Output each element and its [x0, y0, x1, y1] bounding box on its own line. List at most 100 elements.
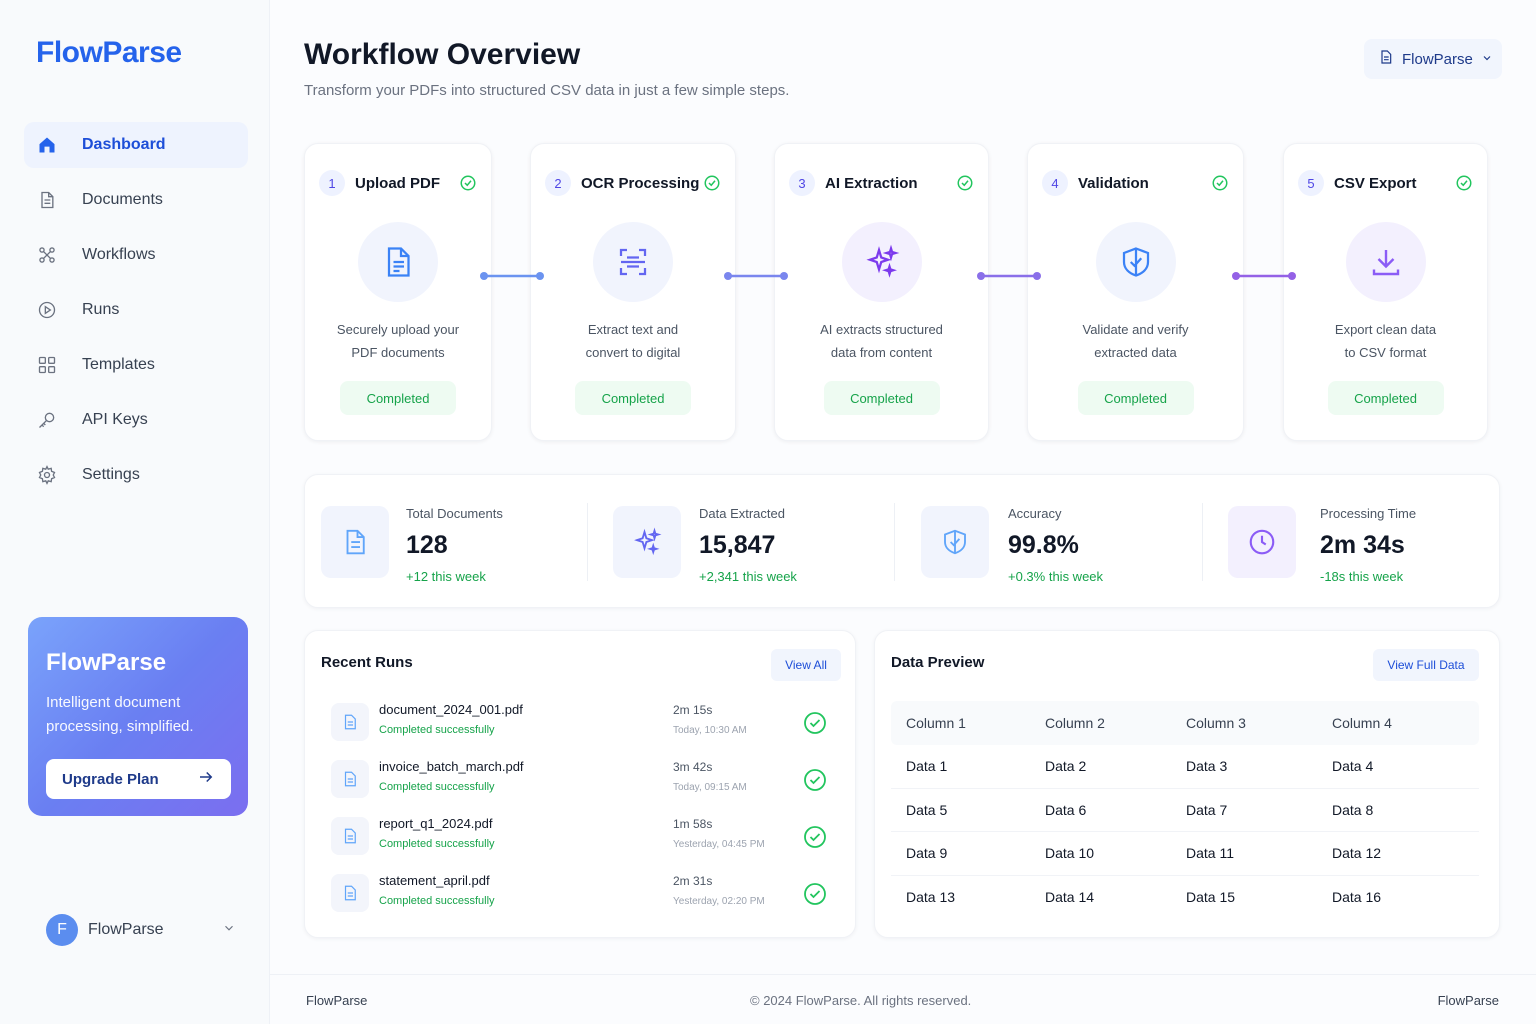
- divider: [894, 503, 895, 581]
- sidebar-item-dashboard[interactable]: Dashboard: [24, 122, 248, 168]
- step-desc-line: Securely upload your: [336, 322, 460, 337]
- document-icon: [1378, 49, 1394, 69]
- stat-data-extracted: Data Extracted 15,847 +2,341 this week: [597, 475, 893, 609]
- step-description: Export clean data to CSV format: [1294, 318, 1477, 364]
- check-circle-icon: [803, 711, 827, 735]
- list-item[interactable]: document_2024_001.pdf Completed successf…: [331, 698, 833, 748]
- user-menu[interactable]: F FlowParse: [46, 913, 236, 947]
- stat-label: Total Documents: [406, 506, 503, 521]
- step-header: 1 Upload PDF: [319, 170, 477, 196]
- column-header: Column 4: [1332, 715, 1392, 731]
- step-number: 4: [1042, 170, 1068, 196]
- user-name: FlowParse: [88, 921, 164, 938]
- stat-value: 128: [406, 531, 448, 559]
- step-header: 2 OCR Processing: [545, 170, 721, 196]
- sidebar-item-documents[interactable]: Documents: [24, 177, 248, 223]
- step-desc-line: data from content: [830, 345, 933, 360]
- step-card-upload[interactable]: 1 Upload PDF Securely upload your PDF doc…: [304, 143, 492, 441]
- stat-label: Accuracy: [1008, 506, 1062, 521]
- stat-value: 99.8%: [1008, 531, 1079, 559]
- stat-accuracy: Accuracy 99.8% +0.3% this week: [905, 475, 1201, 609]
- sidebar-item-label: Dashboard: [82, 136, 166, 153]
- page-subtitle: Transform your PDFs into structured CSV …: [304, 82, 790, 99]
- check-circle-icon: [803, 825, 827, 849]
- gear-icon: [36, 464, 58, 486]
- check-circle-icon: [1211, 174, 1229, 192]
- status-badge: Completed: [1327, 381, 1444, 415]
- sidebar-item-workflows[interactable]: Workflows: [24, 232, 248, 278]
- sidebar-item-runs[interactable]: Runs: [24, 287, 248, 333]
- step-card-csv-export[interactable]: 5 CSV Export Export clean data to CSV for…: [1283, 143, 1488, 441]
- check-circle-icon: [703, 174, 721, 192]
- run-duration: 2m 15s: [673, 703, 713, 717]
- stat-total-documents: Total Documents 128 +12 this week: [305, 475, 587, 609]
- footer-brand-right[interactable]: FlowParse: [1437, 993, 1499, 1008]
- stat-processing-time: Processing Time 2m 34s -18s this week: [1212, 475, 1501, 609]
- check-circle-icon: [459, 174, 477, 192]
- file-icon: [331, 703, 369, 741]
- list-item[interactable]: invoice_batch_march.pdf Completed succes…: [331, 755, 833, 805]
- check-circle-icon: [1455, 174, 1473, 192]
- run-timestamp: Yesterday, 02:20 PM: [673, 896, 765, 907]
- table-cell: Data 1: [906, 758, 948, 775]
- sidebar-item-settings[interactable]: Settings: [24, 452, 248, 498]
- step-number: 5: [1298, 170, 1324, 196]
- page-title: Workflow Overview: [304, 38, 581, 71]
- view-all-button[interactable]: View All: [771, 649, 841, 681]
- table-cell: Data 5: [906, 801, 948, 818]
- column-header: Column 1: [906, 715, 966, 731]
- chevron-down-icon: [1481, 51, 1493, 68]
- step-card-validation[interactable]: 4 Validation Validate and verify extracte…: [1027, 143, 1244, 441]
- run-timestamp: Today, 10:30 AM: [673, 725, 747, 736]
- sidebar: FlowParse Dashboard Documents Workflows …: [0, 0, 270, 1024]
- download-icon: [1345, 222, 1426, 302]
- sidebar-item-templates[interactable]: Templates: [24, 342, 248, 388]
- step-card-ai-extraction[interactable]: 3 AI Extraction AI extracts structured da…: [774, 143, 989, 441]
- play-circle-icon: [36, 299, 58, 321]
- step-card-ocr[interactable]: 2 OCR Processing Extract text and convert…: [530, 143, 736, 441]
- panel-title: Recent Runs: [321, 654, 413, 671]
- chevron-down-icon: [222, 921, 236, 940]
- upgrade-plan-button[interactable]: Upgrade Plan: [46, 759, 231, 799]
- footer-copyright: © 2024 FlowParse. All rights reserved.: [750, 993, 972, 1008]
- run-status: Completed successfully: [379, 838, 495, 850]
- step-desc-line: Extract text and: [587, 322, 679, 337]
- step-desc-line: extracted data: [1094, 345, 1177, 360]
- file-icon: [331, 760, 369, 798]
- stat-delta: +2,341 this week: [699, 569, 797, 584]
- table-cell: Data 10: [1045, 845, 1095, 862]
- sidebar-item-api-keys[interactable]: API Keys: [24, 397, 248, 443]
- sparkles-icon: [841, 222, 922, 302]
- view-full-data-button[interactable]: View Full Data: [1373, 649, 1479, 681]
- step-title: CSV Export: [1334, 174, 1417, 192]
- file-icon: [331, 874, 369, 912]
- clock-icon: [1228, 506, 1296, 578]
- column-header: Column 3: [1186, 715, 1246, 731]
- step-title: Upload PDF: [355, 174, 440, 192]
- step-number: 3: [789, 170, 815, 196]
- app-logo[interactable]: FlowParse: [36, 36, 182, 69]
- footer: FlowParse © 2024 FlowParse. All rights r…: [270, 974, 1536, 1024]
- step-title: OCR Processing: [581, 174, 700, 192]
- table-cell: Data 11: [1186, 845, 1234, 862]
- list-item[interactable]: statement_april.pdf Completed successful…: [331, 869, 833, 919]
- sidebar-item-label: Templates: [82, 356, 155, 373]
- document-icon: [36, 189, 58, 211]
- panel-title: Data Preview: [891, 654, 985, 671]
- data-table: Column 1 Column 2 Column 3 Column 4 Data…: [891, 701, 1479, 919]
- file-upload-icon: [358, 222, 438, 302]
- scan-icon: [593, 222, 673, 302]
- footer-brand[interactable]: FlowParse: [306, 993, 368, 1008]
- step-title: AI Extraction: [825, 174, 918, 192]
- step-header: 5 CSV Export: [1298, 170, 1473, 196]
- promo-text: Intelligent document processing, simplif…: [46, 694, 194, 735]
- home-icon: [36, 134, 58, 156]
- step-desc-line: convert to digital: [585, 345, 681, 360]
- table-row: Data 13 Data 14 Data 15 Data 16: [891, 876, 1479, 920]
- workspace-dropdown[interactable]: FlowParse: [1364, 39, 1502, 79]
- sidebar-item-label: Runs: [82, 301, 120, 318]
- run-duration: 1m 58s: [673, 817, 713, 831]
- column-header: Column 2: [1045, 715, 1105, 731]
- list-item[interactable]: report_q1_2024.pdf Completed successfull…: [331, 812, 833, 862]
- step-connector: [480, 272, 544, 280]
